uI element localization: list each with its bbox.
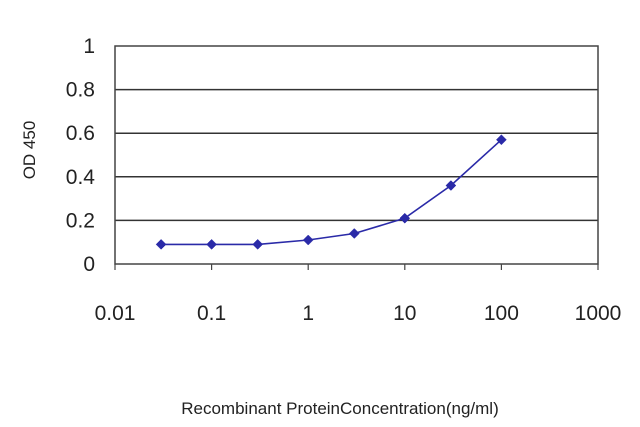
- data-point: [348, 228, 360, 239]
- y-tick-label: 0.4: [66, 166, 96, 189]
- x-tick-label: 10: [393, 302, 416, 325]
- data-point: [206, 239, 217, 250]
- y-axis-ticks: 0 0.2 0.4 0.6 0.8 1: [66, 35, 96, 276]
- y-tick-label: 0.6: [66, 122, 95, 145]
- y-tick-label: 0.8: [66, 79, 95, 102]
- plot-frame: [114, 45, 599, 265]
- x-tick-label: 100: [484, 302, 519, 325]
- y-tick-label: 1: [83, 35, 95, 58]
- data-point: [155, 239, 167, 250]
- x-tick-label: 1000: [575, 302, 622, 325]
- y-axis-title: OD 450: [20, 121, 39, 180]
- data-point: [445, 180, 457, 191]
- data-point: [302, 234, 314, 246]
- x-axis-ticks: 0.01 0.1 1 10 100 1000: [95, 264, 622, 325]
- y-tick-label: 0.2: [66, 209, 95, 232]
- data-point: [252, 239, 264, 250]
- series-line: [161, 139, 502, 246]
- x-axis-title: Recombinant ProteinConcentration(ng/ml): [181, 399, 499, 418]
- y-tick-label: 0: [83, 253, 95, 276]
- x-tick-label: 0.01: [95, 302, 136, 325]
- data-point: [496, 134, 507, 146]
- series-layer: [155, 134, 507, 250]
- data-point: [399, 212, 411, 224]
- grid-lines: [115, 88, 598, 222]
- x-tick-label: 1: [302, 302, 314, 325]
- x-tick-label: 0.1: [197, 302, 226, 325]
